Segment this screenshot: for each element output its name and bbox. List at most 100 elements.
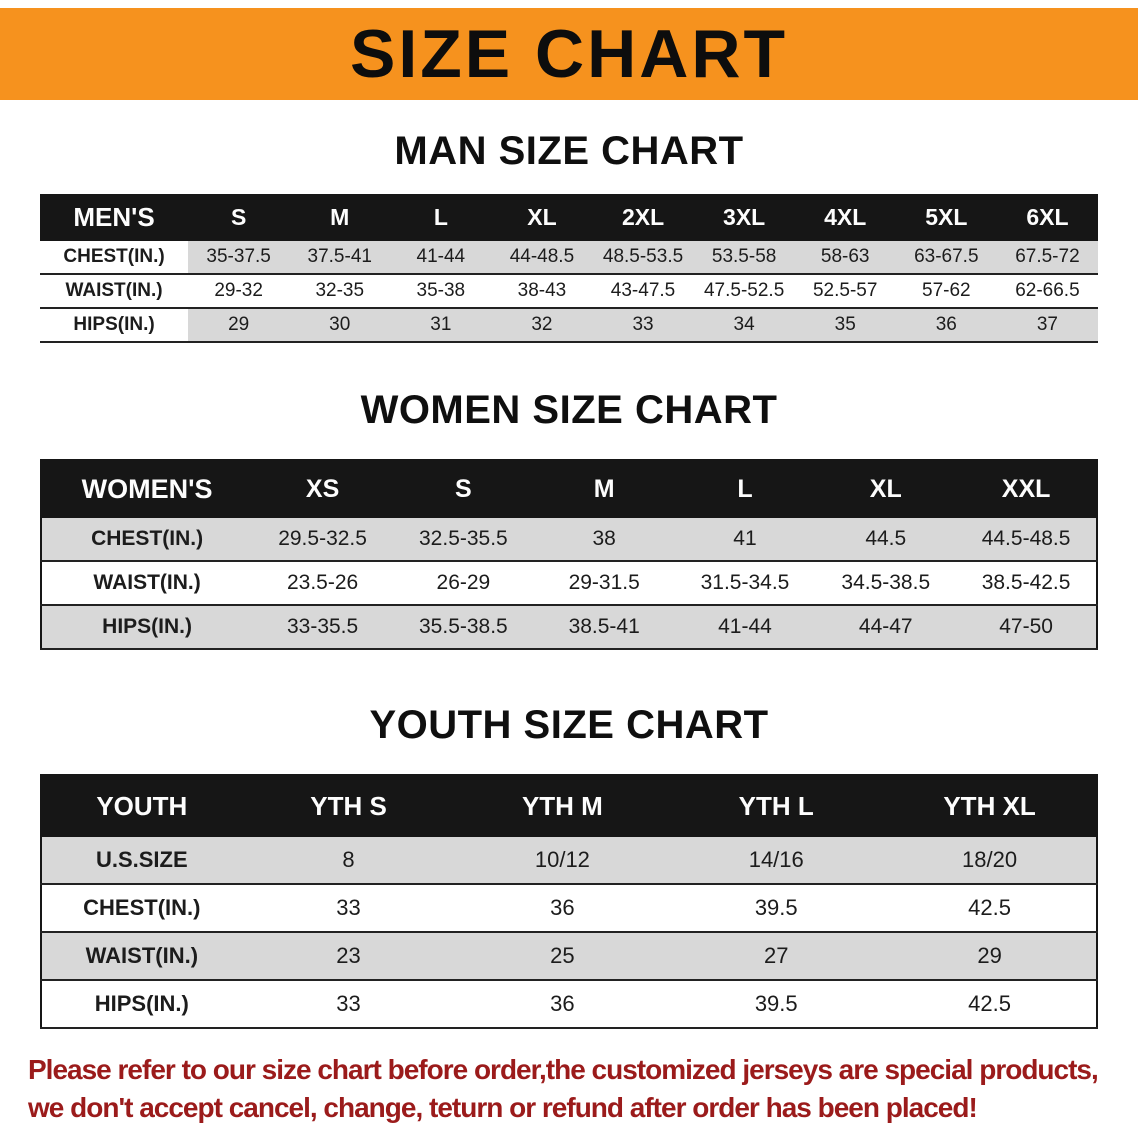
size-value: 62-66.5 (1015, 280, 1080, 301)
size-value: 36 (550, 895, 575, 920)
size-value: 42.5 (968, 895, 1011, 920)
size-value: 39.5 (754, 991, 798, 1016)
table-header-row: YOUTH YTH S YTH M YTH L YTH XL (41, 775, 1097, 837)
table-row: WAIST(IN.) 23 25 27 29 (41, 932, 1097, 980)
size-value: 23 (336, 943, 361, 968)
size-value: 44.5-48.5 (981, 527, 1071, 550)
row-label: WAIST(IN.) (40, 274, 189, 308)
table-row: WAIST(IN.) 29-32 32-35 35-38 38-43 43-47.5 47.… (40, 274, 1098, 308)
size-value: 29.5-32.5 (278, 527, 367, 550)
table-title-cell: WOMEN'S (81, 474, 213, 504)
size-value: 44-47 (858, 615, 913, 638)
size-value: 35-37.5 (206, 246, 271, 267)
size-column-header: 4XL (824, 204, 867, 230)
youth-section-heading: YOUTH SIZE CHART (369, 703, 769, 747)
size-value: 29-31.5 (568, 571, 640, 594)
table-row: CHEST(IN.) 35-37.5 37.5-41 41-44 44-48.5 48.5… (40, 241, 1098, 274)
size-value: 32-35 (315, 280, 365, 301)
women-size-section: WOMEN SIZE CHART WOMEN'S XS S M L XL XXL CHEST(… (0, 387, 1138, 650)
table-header-row: MEN'S S M L XL 2XL 3XL 4XL 5XL 6XL (40, 194, 1098, 241)
table-row: HIPS(IN.) 33-35.5 35.5-38.5 38.5-41 41-44 44-… (41, 605, 1097, 649)
page-title: SIZE CHART (350, 16, 788, 92)
size-value: 18/20 (962, 847, 1018, 872)
size-value: 35 (834, 314, 856, 335)
row-label: WAIST(IN.) (85, 943, 199, 968)
size-column-header: XS (305, 475, 340, 503)
table-title-cell: YOUTH (96, 791, 188, 821)
row-label: WAIST(IN.) (93, 571, 201, 594)
size-value: 38.5-42.5 (981, 571, 1071, 594)
size-value: 52.5-57 (812, 280, 878, 301)
size-value: 8 (342, 847, 355, 872)
size-value: 30 (329, 314, 351, 335)
size-value: 53.5-58 (711, 246, 777, 267)
size-column-header: XXL (1001, 475, 1051, 503)
size-value: 14/16 (748, 847, 804, 872)
size-value: 36 (550, 991, 575, 1016)
size-column-header: YTH XL (943, 791, 1036, 821)
size-value: 29 (977, 943, 1002, 968)
row-label: CHEST(IN.) (40, 241, 189, 274)
size-value: 41-44 (416, 246, 466, 267)
size-value: 44-48.5 (509, 246, 575, 267)
size-value: 33-35.5 (286, 615, 359, 638)
order-notice: Please refer to our size chart before or… (0, 1051, 1138, 1127)
size-value: 26-29 (436, 571, 491, 594)
size-value: 31.5-34.5 (700, 571, 790, 594)
size-column-header: L (737, 475, 753, 503)
size-value: 23.5-26 (286, 571, 359, 594)
size-column-header: 2XL (621, 204, 665, 230)
size-value: 42.5 (968, 991, 1011, 1016)
table-row: CHEST(IN.) 29.5-32.5 32.5-35.5 38 41 44.5 44.5… (41, 518, 1097, 561)
size-column-header: M (330, 204, 350, 230)
size-value: 47-50 (999, 615, 1053, 638)
size-value: 43-47.5 (610, 280, 676, 301)
size-value: 32.5-35.5 (419, 527, 508, 550)
size-value: 27 (763, 943, 789, 968)
size-value: 67.5-72 (1015, 246, 1080, 267)
size-value: 29-32 (214, 280, 263, 301)
size-value: 39.5 (754, 895, 798, 920)
size-chart-page: SIZE CHART MAN SIZE CHART MEN'S S M L XL 2XL 3… (0, 8, 1138, 1127)
size-value: 36 (935, 314, 957, 335)
table-row: U.S.SIZE 8 10/12 14/16 18/20 (41, 837, 1097, 884)
size-value: 44.5 (865, 527, 907, 550)
notice-line-2: we don't accept cancel, change, teturn o… (28, 1092, 978, 1123)
size-column-header: XL (527, 204, 557, 230)
size-column-header: 5XL (925, 204, 968, 230)
size-value: 63-67.5 (914, 246, 979, 267)
size-column-header: M (593, 475, 615, 503)
size-value: 35.5-38.5 (419, 615, 508, 638)
size-value: 25 (550, 943, 575, 968)
size-value: 41-44 (718, 615, 772, 638)
size-value: 47.5-52.5 (703, 280, 785, 301)
row-label: HIPS(IN.) (40, 308, 189, 342)
size-column-header: 3XL (723, 204, 766, 230)
size-value: 32 (531, 314, 553, 335)
table-header-row: WOMEN'S XS S M L XL XXL (41, 460, 1097, 518)
table-row: CHEST(IN.) 33 36 39.5 42.5 (41, 884, 1097, 932)
size-value: 33 (632, 314, 654, 335)
table-row: HIPS(IN.) 29 30 31 32 33 34 35 36 37 (40, 308, 1098, 342)
size-column-header: YTH L (738, 791, 814, 821)
size-value: 38 (592, 527, 616, 550)
man-section-heading: MAN SIZE CHART (394, 129, 744, 173)
size-column-header: YTH S (310, 791, 387, 821)
size-value: 29 (228, 314, 250, 335)
size-value: 38-43 (517, 280, 567, 301)
size-value: 41 (733, 527, 757, 550)
men-size-table: MEN'S S M L XL 2XL 3XL 4XL 5XL 6XL CHEST(IN.) 35-37… (40, 194, 1098, 343)
size-value: 10/12 (534, 847, 590, 872)
size-value: 34.5-38.5 (841, 571, 931, 594)
table-row: HIPS(IN.) 33 36 39.5 42.5 (41, 980, 1097, 1028)
size-value: 33 (336, 991, 361, 1016)
women-section-heading: WOMEN SIZE CHART (360, 388, 778, 432)
size-value: 37 (1036, 314, 1058, 335)
size-value: 57-62 (922, 280, 971, 301)
youth-size-table: YOUTH YTH S YTH M YTH L YTH XL U.S.SIZE 8 10/12… (40, 774, 1098, 1029)
row-label: U.S.SIZE (95, 847, 188, 872)
table-title-cell: MEN'S (73, 202, 155, 232)
size-column-header: L (433, 204, 448, 230)
women-size-table: WOMEN'S XS S M L XL XXL CHEST(IN.) 29.5-32.5 32.5… (40, 459, 1098, 650)
size-value: 48.5-53.5 (602, 246, 684, 267)
